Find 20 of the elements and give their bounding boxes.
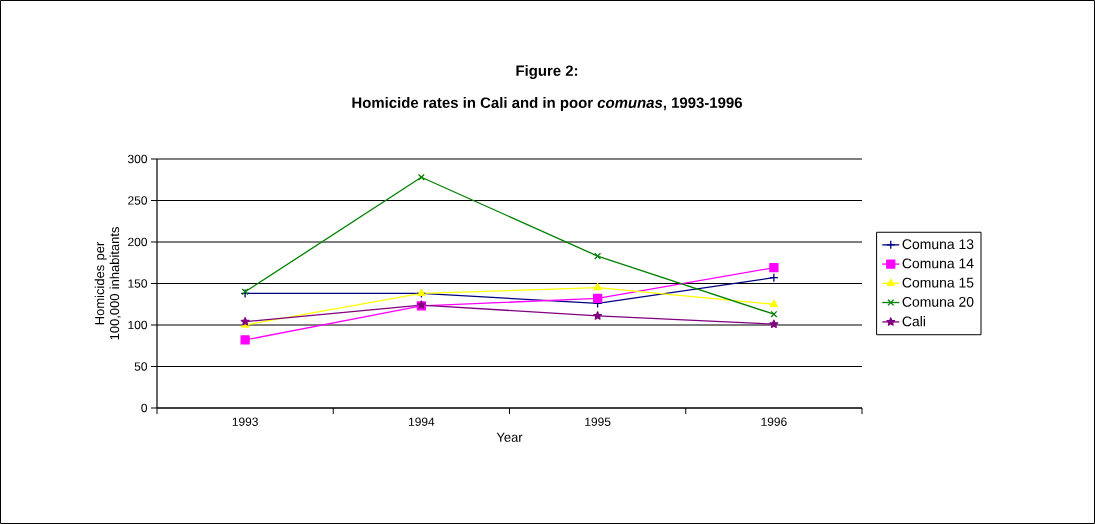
y-tick-label: 200 xyxy=(128,237,148,247)
legend-label: Comuna 14 xyxy=(902,258,974,269)
legend-label: Comuna 13 xyxy=(902,239,974,250)
legend-label: Comuna 15 xyxy=(902,277,974,288)
y-tick-label: 250 xyxy=(128,196,148,205)
legend-label: Cali xyxy=(902,316,925,327)
y-tick-label: 50 xyxy=(134,362,148,371)
y-tick-label: 0 xyxy=(141,403,148,413)
y-axis-title: Homicides per 100,000 inhabitants xyxy=(94,227,121,340)
y-tick-label: 150 xyxy=(128,279,148,288)
y-tick-label: 100 xyxy=(128,320,148,330)
chart-title: Figure 2: xyxy=(516,64,578,79)
x-axis-title: Year xyxy=(496,432,523,442)
x-tick-label: 1993 xyxy=(232,417,258,426)
y-tick-label: 300 xyxy=(127,154,148,164)
x-tick-label: 1995 xyxy=(585,417,611,426)
x-tick-label: 1996 xyxy=(761,417,787,426)
chart-subtitle: Homicide rates in Cali and in poor comunas, 1993-1996 xyxy=(352,97,743,111)
x-tick-label: 1994 xyxy=(408,417,435,426)
legend-label: Comuna 20 xyxy=(902,296,974,307)
